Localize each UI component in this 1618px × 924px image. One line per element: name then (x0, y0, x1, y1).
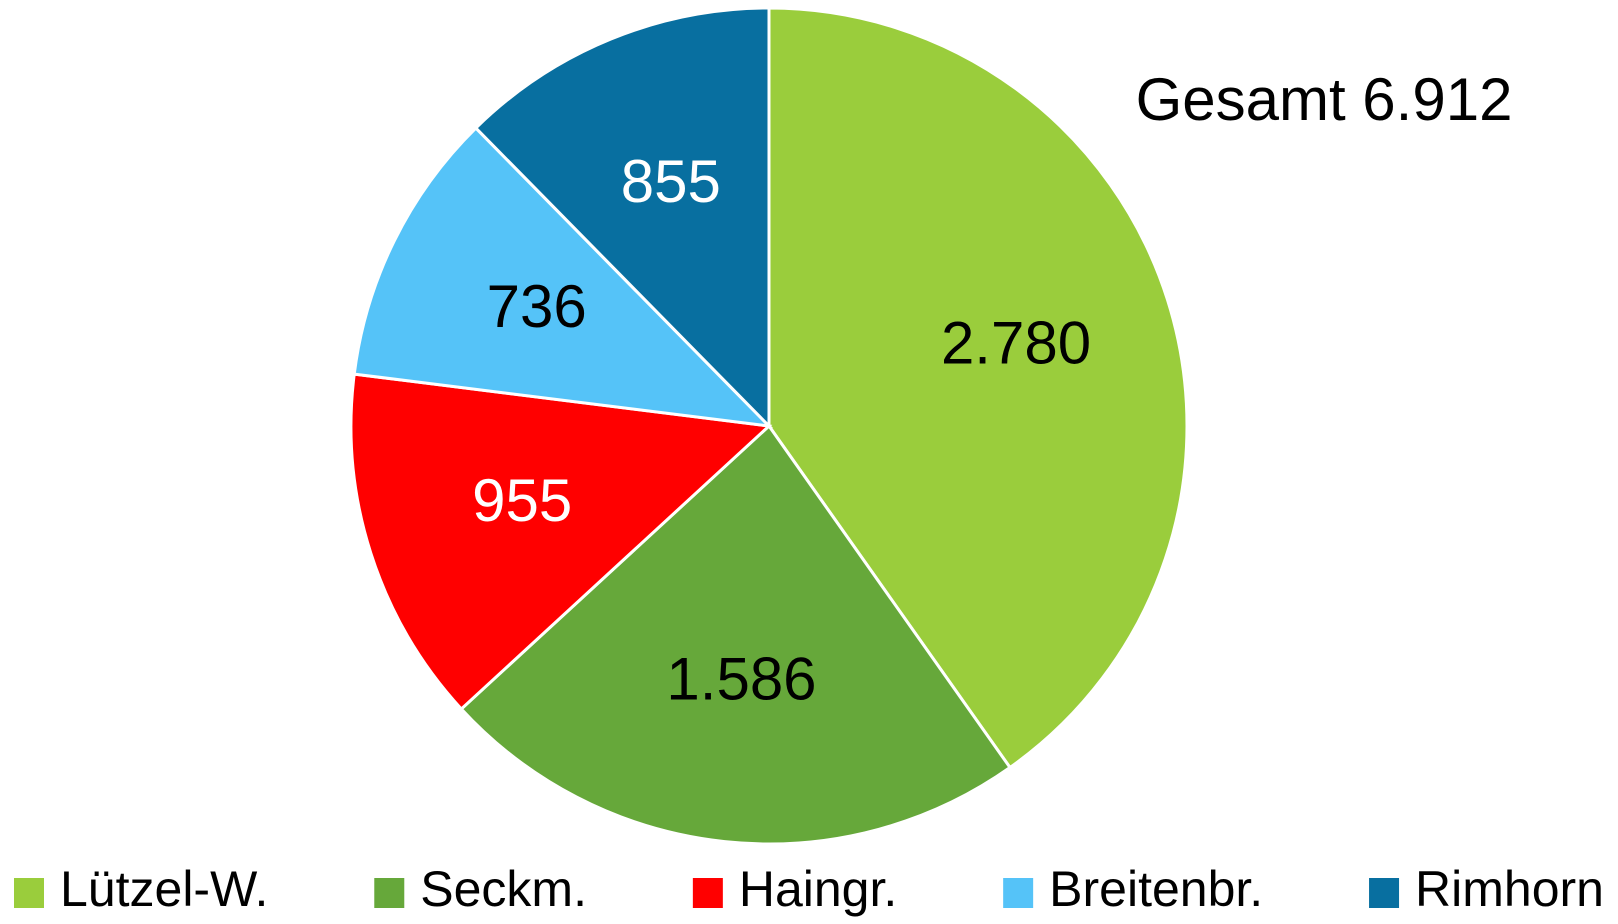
data-label: 1.586 (666, 646, 816, 713)
pie-slice (767, 6, 1189, 770)
legend-label: Lützel-W. (60, 861, 268, 917)
legend-swatch (374, 878, 405, 908)
legend-label: Seckm. (420, 861, 587, 917)
data-label: 2.780 (941, 309, 1091, 376)
data-label: 955 (472, 467, 572, 534)
legend-label: Breitenbr. (1049, 861, 1263, 917)
pie-slice (352, 125, 774, 429)
legend-swatch (692, 878, 723, 908)
annotation: Gesamt 6.912 (1136, 66, 1513, 133)
legend-label: Rimhorn (1415, 861, 1604, 917)
legend-swatch (14, 878, 44, 908)
pie-slice (459, 423, 1013, 846)
pie-slice (349, 372, 773, 712)
data-label: 855 (621, 148, 721, 215)
data-label: 736 (487, 273, 587, 340)
legend-swatch (1003, 878, 1034, 908)
legend-swatch (1369, 878, 1400, 908)
pie-slice (473, 6, 771, 430)
legend-label: Haingr. (739, 861, 897, 917)
